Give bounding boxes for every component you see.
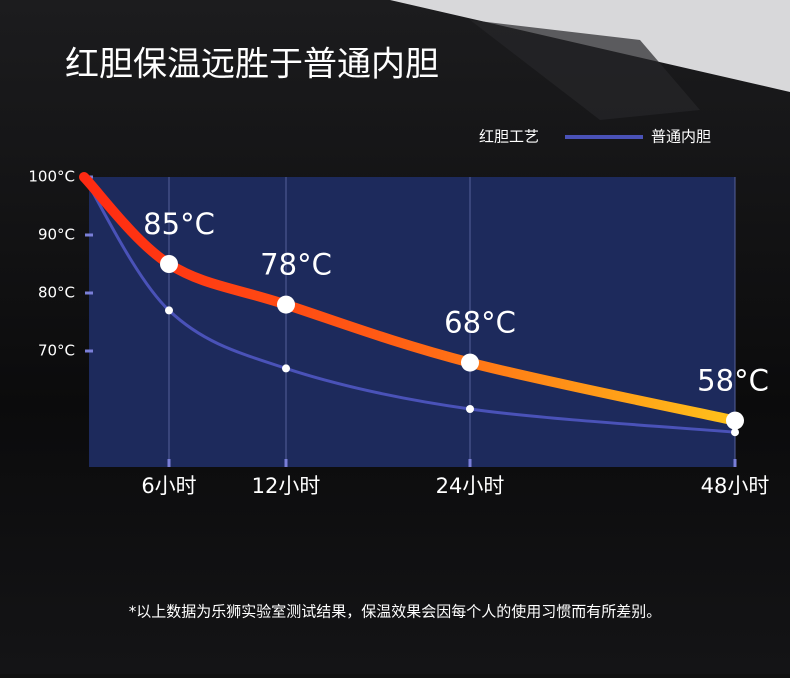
plot-area: [89, 177, 735, 467]
data-point: [277, 295, 295, 314]
data-point: [731, 428, 739, 437]
legend: 红胆工艺 普通内胆: [393, 128, 711, 146]
data-point: [726, 411, 744, 430]
y-tick-label: 90°C: [38, 226, 75, 244]
decor-shape: [470, 20, 700, 120]
legend-label: 红胆工艺: [479, 128, 539, 146]
data-label: 58°C: [697, 364, 769, 398]
chart-title: 红胆保温远胜于普通内胆: [65, 45, 439, 85]
data-point: [160, 255, 178, 273]
data-label: 68°C: [444, 306, 516, 340]
y-tick-label: 100°C: [28, 168, 75, 186]
y-tick-label: 80°C: [38, 284, 75, 302]
data-label: 78°C: [260, 248, 332, 282]
x-tick-label: 6小时: [141, 474, 196, 498]
data-point: [461, 353, 479, 372]
series-line: [82, 175, 737, 434]
legend-label: 普通内胆: [651, 128, 711, 146]
x-tick-label: 12小时: [252, 474, 321, 498]
x-tick-label: 48小时: [701, 474, 770, 498]
data-point: [282, 364, 290, 373]
footnote: *以上数据为乐狮实验室测试结果，保温效果会因每个人的使用习惯而有所差别。: [129, 603, 662, 621]
series-line: [79, 172, 740, 426]
x-tick-label: 24小时: [436, 474, 505, 498]
y-tick-label: 70°C: [38, 342, 75, 360]
data-point: [165, 306, 173, 315]
data-point: [466, 405, 474, 413]
data-label: 85°C: [143, 207, 215, 241]
